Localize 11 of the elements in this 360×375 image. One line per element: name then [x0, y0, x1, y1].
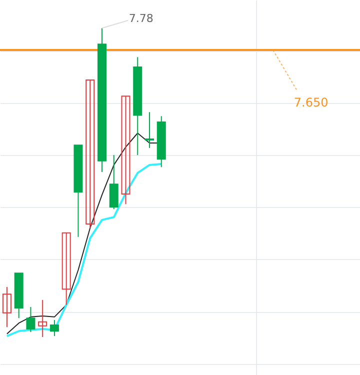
- candlestick: [62, 232, 71, 306]
- text: 7.650: [294, 96, 328, 110]
- text: 7.78: [128, 12, 154, 25]
- candlestick: [144, 112, 154, 148]
- candlestick: [50, 320, 59, 337]
- candlestick: [109, 154, 118, 210]
- candlestick: [38, 299, 48, 338]
- candlestick: [121, 96, 130, 205]
- candlestick: [2, 286, 12, 328]
- candlestick: [26, 306, 36, 333]
- candlestick: [86, 80, 95, 228]
